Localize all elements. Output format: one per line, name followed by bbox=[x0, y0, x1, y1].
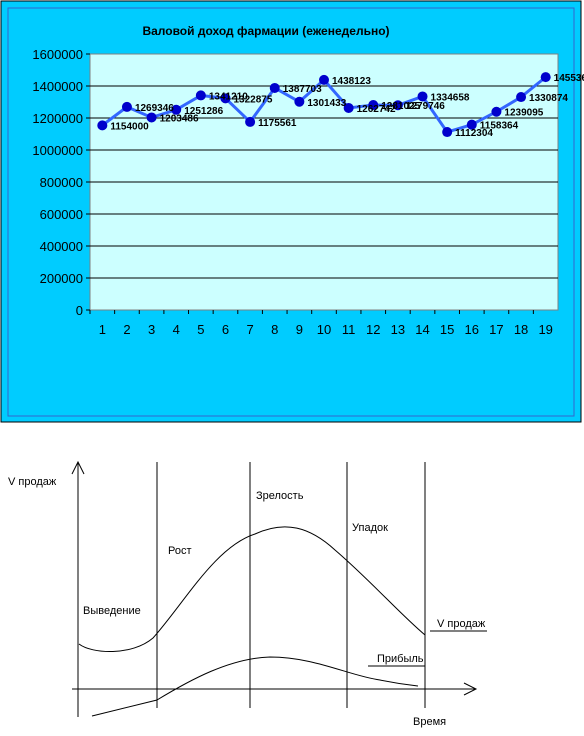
x-tick-label: 11 bbox=[342, 322, 356, 337]
x-tick-label: 3 bbox=[148, 322, 155, 337]
data-point bbox=[368, 100, 379, 111]
x-axis-label: Время bbox=[413, 716, 446, 728]
x-tick-label: 13 bbox=[391, 322, 405, 337]
data-point bbox=[466, 119, 477, 130]
profit-curve bbox=[91, 656, 419, 717]
series-markers bbox=[97, 72, 551, 138]
data-label: 1279746 bbox=[406, 101, 445, 112]
data-label: 1438123 bbox=[332, 76, 371, 87]
data-label: 1262742 bbox=[357, 104, 396, 115]
x-tick-label: 5 bbox=[197, 322, 204, 337]
data-label: 1322875 bbox=[233, 94, 272, 105]
chart-inner-border bbox=[7, 7, 575, 417]
data-label: 1154000 bbox=[110, 121, 149, 132]
y-tick-label: 1600000 bbox=[32, 47, 83, 62]
x-tick-label: 12 bbox=[366, 322, 380, 337]
data-label: 1158364 bbox=[480, 121, 519, 132]
data-point bbox=[146, 112, 157, 123]
data-label: 1239095 bbox=[504, 108, 543, 119]
x-tick-label: 10 bbox=[317, 322, 331, 337]
y-tick-label: 1000000 bbox=[32, 143, 83, 158]
data-label: 1203486 bbox=[160, 113, 199, 124]
x-tick-label: 19 bbox=[538, 322, 552, 337]
profit-curve-label: Прибыль bbox=[377, 653, 424, 665]
data-label: 1175561 bbox=[258, 118, 297, 129]
data-point bbox=[171, 104, 182, 115]
stage-label-growth: Рост bbox=[168, 545, 192, 557]
x-tick-label: 6 bbox=[222, 322, 229, 337]
data-point bbox=[121, 101, 132, 112]
y-tick-label: 600000 bbox=[40, 207, 83, 222]
data-point bbox=[540, 72, 551, 83]
data-point bbox=[294, 96, 305, 107]
data-label: 1301433 bbox=[307, 98, 346, 109]
x-tick-label: 15 bbox=[440, 322, 454, 337]
data-point bbox=[319, 74, 329, 85]
data-point bbox=[195, 90, 206, 101]
data-label: 1251286 bbox=[184, 106, 223, 117]
gridlines bbox=[86, 53, 558, 311]
x-tick-label: 9 bbox=[296, 322, 303, 337]
data-label: 1330874 bbox=[529, 93, 568, 104]
data-point bbox=[516, 92, 527, 103]
y-tick-label: 400000 bbox=[40, 239, 83, 254]
x-axis-arrow bbox=[463, 682, 478, 696]
data-label: 1269346 bbox=[135, 103, 174, 114]
x-tick-label: 7 bbox=[246, 322, 253, 337]
data-label: 1334658 bbox=[431, 92, 470, 103]
revenue-chart: Валовой доход фармации (еженедельно) 0 20… bbox=[0, 0, 584, 423]
y-axis-label: V продаж bbox=[8, 476, 57, 488]
x-tick-label: 2 bbox=[123, 322, 130, 337]
sales-curve-label: V продаж bbox=[437, 618, 486, 630]
data-point bbox=[245, 116, 256, 127]
data-point bbox=[417, 91, 428, 102]
product-lifecycle-diagram: V продаж Время Выведение Рост Зрелость У… bbox=[0, 452, 584, 731]
data-point bbox=[392, 100, 403, 111]
data-label: 1455369 bbox=[554, 73, 584, 84]
x-tick-label: 1 bbox=[99, 322, 106, 337]
x-tick-label: 16 bbox=[465, 322, 479, 337]
data-point bbox=[269, 82, 280, 93]
data-label: 1387703 bbox=[283, 84, 322, 95]
stage-label-introduction: Выведение bbox=[83, 605, 141, 617]
data-point bbox=[97, 120, 108, 131]
data-point bbox=[343, 102, 354, 113]
y-tick-label: 0 bbox=[76, 303, 83, 318]
data-point bbox=[220, 93, 231, 104]
x-tick-label: 17 bbox=[489, 322, 503, 337]
x-tick-label: 8 bbox=[271, 322, 278, 337]
y-tick-label: 1200000 bbox=[32, 111, 83, 126]
chart-title: Валовой доход фармации (еженедельно) bbox=[142, 24, 389, 38]
data-label: 1112304 bbox=[455, 128, 493, 139]
data-point bbox=[442, 127, 453, 138]
data-label: 1281025 bbox=[381, 101, 420, 112]
stage-label-maturity: Зрелость bbox=[256, 490, 304, 502]
x-tick-label: 14 bbox=[415, 322, 429, 337]
data-point bbox=[491, 106, 502, 117]
sales-curve bbox=[78, 526, 426, 652]
y-axis-ticks: 0 200000 400000 600000 800000 1000000 1200000 1… bbox=[32, 47, 83, 318]
stage-label-decline: Упадок bbox=[352, 522, 388, 534]
x-axis-ticks: 1 2 3 4 5 6 7 8 9 10 11 12 13 14 15 16 17 18 19 bbox=[89, 310, 553, 337]
x-tick-label: 4 bbox=[173, 322, 180, 337]
data-label: 1341210 bbox=[209, 91, 248, 102]
y-axis-arrow bbox=[71, 460, 85, 475]
y-tick-label: 200000 bbox=[40, 271, 83, 286]
y-tick-label: 1400000 bbox=[32, 79, 83, 94]
x-tick-label: 18 bbox=[514, 322, 528, 337]
y-tick-label: 800000 bbox=[40, 175, 83, 190]
